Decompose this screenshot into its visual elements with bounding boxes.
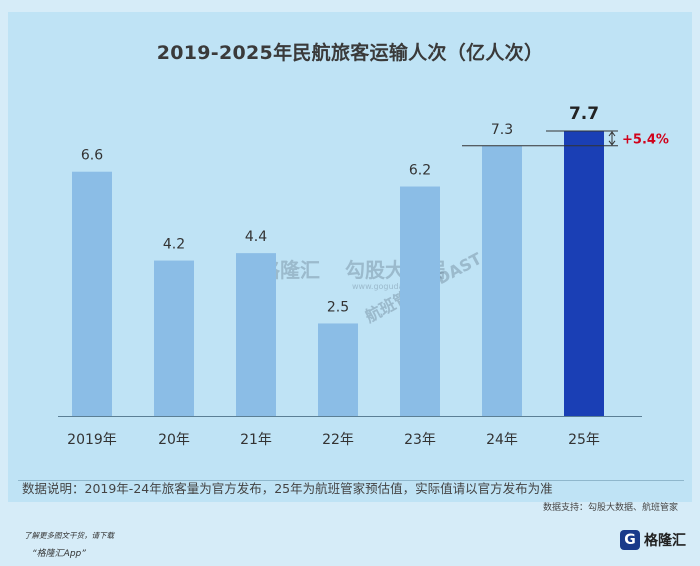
data-label-1: 4.2 <box>163 237 185 253</box>
bar-3 <box>318 323 358 416</box>
bar-1 <box>154 260 194 416</box>
chart-title: 2019-2025年民航旅客运输人次（亿人次） <box>156 42 544 64</box>
tick-label-2: 21年 <box>240 432 272 448</box>
data-label-6: 7.7 <box>569 104 599 124</box>
tick-label-4: 23年 <box>404 432 436 448</box>
data-source: 数据支持：勾股大数据、航班管家 <box>542 503 678 513</box>
data-label-5: 7.3 <box>491 122 513 138</box>
bar-0 <box>72 171 112 416</box>
data-label-0: 6.6 <box>81 148 103 164</box>
tick-label-5: 24年 <box>486 432 518 448</box>
tick-label-0: 2019年 <box>67 432 117 448</box>
divider <box>18 480 684 481</box>
growth-arrow-head-up <box>608 131 616 137</box>
tick-label-1: 20年 <box>158 432 190 448</box>
bar-2 <box>236 253 276 416</box>
bar-6 <box>564 131 604 416</box>
bar-chart: 6.6 2019年 4.2 20年 4.4 21年 2.5 22年 6.2 23年 7.3 24年 7.… <box>58 104 669 448</box>
tick-label-6: 25年 <box>568 432 600 448</box>
growth-annotation: +5.4% <box>622 132 669 147</box>
footer <box>0 512 700 566</box>
bar-5 <box>482 145 522 417</box>
data-note: 数据说明：2019年-24年旅客量为官方发布，25年为航班管家预估值，实际值请以… <box>22 481 553 496</box>
download-prompt: 了解更多图文干货，请下载 <box>24 531 114 540</box>
tick-label-3: 22年 <box>322 432 354 448</box>
growth-arrow-head-down <box>608 140 616 146</box>
app-name: “格隆汇App” <box>32 549 86 559</box>
bar-4 <box>400 186 440 416</box>
watermark-url: www.gogudata.com <box>352 282 432 291</box>
data-label-4: 6.2 <box>409 163 431 179</box>
gelonghui-logo: G 格隆汇 <box>620 530 686 550</box>
logo-mark-icon: G <box>620 530 640 550</box>
data-label-3: 2.5 <box>327 299 349 315</box>
logo-text: 格隆汇 <box>644 533 686 549</box>
data-label-2: 4.4 <box>245 229 267 245</box>
